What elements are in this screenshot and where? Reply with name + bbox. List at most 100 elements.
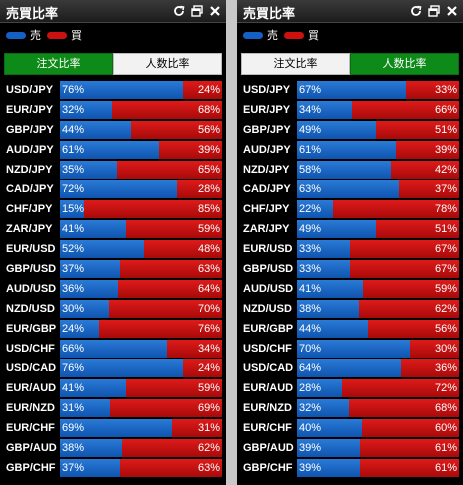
close-icon[interactable] <box>445 4 459 18</box>
sell-ratio-segment: 66% <box>60 339 167 358</box>
currency-pair-label: CHF/JPY <box>4 200 60 219</box>
currency-pair-label: GBP/JPY <box>241 120 297 139</box>
ratio-bar: 63% 37% <box>297 180 459 199</box>
ratio-bar: 70% 30% <box>297 339 459 358</box>
legend: 売 買 <box>6 28 88 42</box>
buy-ratio-segment: 66% <box>352 100 459 119</box>
ratio-bar: 58% 42% <box>297 160 459 179</box>
buy-ratio-segment: 33% <box>405 81 459 99</box>
tab-trader-ratio[interactable]: 人数比率 <box>113 53 222 75</box>
currency-pair-label: EUR/JPY <box>241 100 297 119</box>
buy-ratio-segment: 63% <box>119 458 222 477</box>
buy-ratio-segment: 62% <box>121 439 222 458</box>
ratio-row: EUR/NZD 31% 69% <box>4 399 222 418</box>
sell-ratio-segment: 35% <box>60 160 117 179</box>
currency-pair-label: CAD/JPY <box>241 180 297 199</box>
currency-pair-label: EUR/NZD <box>4 399 60 418</box>
buy-ratio-segment: 28% <box>176 180 222 199</box>
buy-ratio-segment: 63% <box>119 260 222 279</box>
ratio-bar: 28% 72% <box>297 379 459 398</box>
tab-trader-ratio[interactable]: 人数比率 <box>350 53 459 75</box>
sell-ratio-segment: 32% <box>297 399 349 418</box>
refresh-icon[interactable] <box>172 4 186 18</box>
sell-ratio-segment: 38% <box>297 299 359 318</box>
ratio-row: GBP/USD 37% 63% <box>4 260 222 279</box>
currency-pair-label: EUR/GBP <box>4 319 60 338</box>
currency-pair-label: GBP/JPY <box>4 120 60 139</box>
sell-ratio-segment: 41% <box>297 279 364 298</box>
ratio-row: GBP/CHF 39% 61% <box>241 458 459 477</box>
ratio-row: GBP/JPY 49% 51% <box>241 120 459 139</box>
ratio-bar: 37% 63% <box>60 260 222 279</box>
currency-pair-label: GBP/AUD <box>241 439 297 458</box>
sell-ratio-segment: 41% <box>60 379 127 398</box>
ratio-bar: 40% 60% <box>297 419 459 438</box>
ratio-bar: 36% 64% <box>60 279 222 298</box>
ratio-row: USD/CHF 66% 34% <box>4 339 222 358</box>
ratio-row: AUD/USD 36% 64% <box>4 279 222 298</box>
ratio-bar: 69% 31% <box>60 419 222 438</box>
buy-ratio-segment: 48% <box>144 240 222 259</box>
tab-order-ratio[interactable]: 注文比率 <box>241 53 350 75</box>
ratio-bar: 67% 33% <box>297 81 459 99</box>
currency-pair-label: NZD/JPY <box>4 160 60 179</box>
ratio-row: EUR/USD 33% 67% <box>241 240 459 259</box>
sell-ratio-segment: 41% <box>60 220 127 239</box>
ratio-bar: 39% 61% <box>297 439 459 458</box>
buy-ratio-segment: 30% <box>410 339 459 358</box>
ratio-row: CAD/JPY 63% 37% <box>241 180 459 199</box>
sell-ratio-segment: 70% <box>297 339 411 358</box>
trader-ratio-panel: 売買比率 売 買 注文比率 人数比率 USD/JPY 67% 33% EUR/JPY 34… <box>237 0 463 485</box>
legend: 売 買 <box>243 28 325 42</box>
ratio-row: AUD/JPY 61% 39% <box>4 140 222 159</box>
buy-ratio-segment: 72% <box>342 379 459 398</box>
ratio-row: USD/CHF 70% 30% <box>241 339 459 358</box>
buy-ratio-segment: 78% <box>332 200 459 219</box>
buy-ratio-segment: 61% <box>360 458 459 477</box>
ratio-row: NZD/USD 30% 70% <box>4 299 222 318</box>
buy-ratio-segment: 67% <box>350 240 459 259</box>
close-icon[interactable] <box>208 4 222 18</box>
currency-pair-label: EUR/USD <box>4 240 60 259</box>
ratio-row: CAD/JPY 72% 28% <box>4 180 222 199</box>
ratio-row: CHF/JPY 15% 85% <box>4 200 222 219</box>
buy-ratio-segment: 39% <box>395 140 459 159</box>
restore-window-icon[interactable] <box>427 4 441 18</box>
sell-ratio-segment: 33% <box>297 240 351 259</box>
sell-swatch <box>6 31 26 39</box>
buy-ratio-segment: 24% <box>183 359 222 378</box>
ratio-row: EUR/CHF 69% 31% <box>4 419 222 438</box>
sell-ratio-segment: 40% <box>297 419 362 438</box>
ratio-bar: 49% 51% <box>297 120 459 139</box>
sell-ratio-segment: 30% <box>60 299 109 318</box>
refresh-icon[interactable] <box>409 4 423 18</box>
currency-pair-label: CHF/JPY <box>241 200 297 219</box>
currency-pair-label: ZAR/JPY <box>4 220 60 239</box>
sell-ratio-segment: 44% <box>297 319 369 338</box>
sell-ratio-segment: 63% <box>297 180 400 199</box>
buy-ratio-segment: 59% <box>126 220 222 239</box>
buy-legend-label: 買 <box>308 30 319 42</box>
buy-ratio-segment: 64% <box>118 279 222 298</box>
ratio-row: USD/JPY 76% 24% <box>4 81 222 99</box>
ratio-row: USD/JPY 67% 33% <box>241 81 459 99</box>
buy-swatch <box>47 31 67 39</box>
ratio-tabs: 注文比率 人数比率 <box>241 53 459 75</box>
currency-pair-label: USD/CAD <box>4 359 60 378</box>
sell-ratio-segment: 15% <box>60 200 85 219</box>
ratio-row: EUR/JPY 32% 68% <box>4 100 222 119</box>
tab-order-ratio[interactable]: 注文比率 <box>4 53 113 75</box>
buy-ratio-segment: 68% <box>348 399 459 418</box>
buy-ratio-segment: 59% <box>126 379 222 398</box>
ratio-bar: 41% 59% <box>60 220 222 239</box>
ratio-row: GBP/CHF 37% 63% <box>4 458 222 477</box>
sell-legend-label: 売 <box>30 30 41 42</box>
ratio-bar: 61% 39% <box>297 140 459 159</box>
ratio-bar: 52% 48% <box>60 240 222 259</box>
ratio-row: GBP/AUD 38% 62% <box>4 439 222 458</box>
sell-ratio-segment: 69% <box>60 419 172 438</box>
restore-window-icon[interactable] <box>190 4 204 18</box>
currency-pair-label: NZD/USD <box>4 299 60 318</box>
currency-pair-label: EUR/NZD <box>241 399 297 418</box>
ratio-bar: 72% 28% <box>60 180 222 199</box>
